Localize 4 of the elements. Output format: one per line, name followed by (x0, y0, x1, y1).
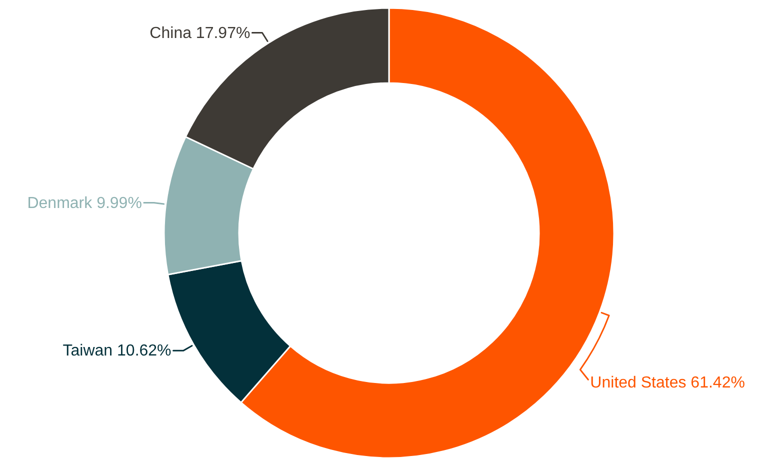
slice-label: Denmark 9.99% (27, 194, 142, 212)
slice-label: Taiwan 10.62% (62, 342, 172, 360)
slice-label: United States 61.42% (590, 374, 745, 392)
slice-label: China 17.97% (150, 24, 250, 42)
